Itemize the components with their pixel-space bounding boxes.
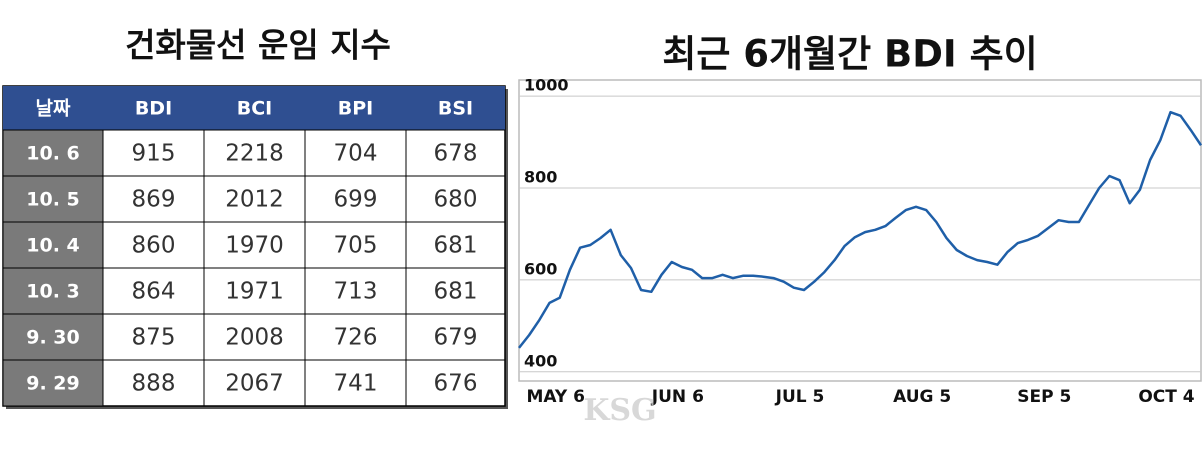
- value-cell: 699: [334, 187, 378, 213]
- header-cell: BPI: [338, 98, 373, 120]
- value-cell: 741: [334, 371, 378, 397]
- header-cell: 날짜: [36, 98, 71, 120]
- value-cell: 875: [132, 325, 176, 351]
- value-cell: 678: [434, 141, 478, 167]
- chart-title: 최근 6개월간 BDI 추이: [662, 33, 1037, 76]
- x-tick-label: AUG 5: [893, 387, 951, 407]
- date-cell: 9. 29: [26, 373, 80, 395]
- date-cell: 10. 3: [26, 281, 80, 303]
- date-cell: 9. 30: [26, 327, 80, 349]
- value-cell: 1971: [225, 279, 284, 305]
- y-tick-label: 600: [524, 259, 557, 278]
- value-cell: 676: [434, 371, 478, 397]
- header-cell: BSI: [438, 98, 473, 120]
- value-cell: 2008: [225, 325, 284, 351]
- x-tick-label: JUL 5: [775, 387, 825, 407]
- y-tick-label: 1000: [524, 76, 569, 95]
- cell-bg: [405, 359, 506, 407]
- value-cell: 679: [434, 325, 478, 351]
- value-cell: 864: [132, 279, 176, 305]
- value-cell: 704: [334, 141, 378, 167]
- table-title: 건화물선 운임 지수: [125, 26, 391, 65]
- date-cell: 10. 4: [26, 235, 80, 257]
- value-cell: 2012: [225, 187, 284, 213]
- x-tick-label: OCT 4: [1138, 387, 1194, 407]
- value-cell: 705: [334, 233, 378, 259]
- value-cell: 681: [434, 233, 478, 259]
- date-cell: 10. 6: [26, 143, 80, 165]
- header-cell: BDI: [135, 98, 172, 120]
- x-tick-label: MAY 6: [526, 387, 585, 407]
- date-cell-bg: [2, 221, 104, 269]
- value-cell: 2218: [225, 141, 284, 167]
- value-cell: 888: [132, 371, 176, 397]
- watermark: KSG: [583, 393, 656, 428]
- value-cell: 680: [434, 187, 478, 213]
- header-row: [3, 86, 505, 130]
- data-line: [518, 110, 1202, 349]
- date-cell-bg: [2, 267, 104, 315]
- y-tick-label: 400: [524, 351, 557, 370]
- value-cell: 713: [334, 279, 378, 305]
- value-cell: 1970: [225, 233, 284, 259]
- date-cell-bg: [2, 175, 104, 223]
- y-tick-label: 800: [524, 167, 557, 186]
- value-cell: 860: [132, 233, 176, 259]
- value-cell: 681: [434, 279, 478, 305]
- plot-frame: [518, 79, 1202, 382]
- value-cell: 726: [334, 325, 378, 351]
- value-cell: 2067: [225, 371, 284, 397]
- date-cell-bg: [2, 313, 104, 361]
- x-tick-label: SEP 5: [1017, 387, 1071, 407]
- value-cell: 915: [132, 141, 176, 167]
- date-cell-bg: [2, 359, 104, 407]
- value-cell: 869: [132, 187, 176, 213]
- header-cell: BCI: [237, 98, 273, 120]
- x-tick-label: JUN 6: [651, 387, 704, 407]
- date-cell: 10. 5: [26, 189, 80, 211]
